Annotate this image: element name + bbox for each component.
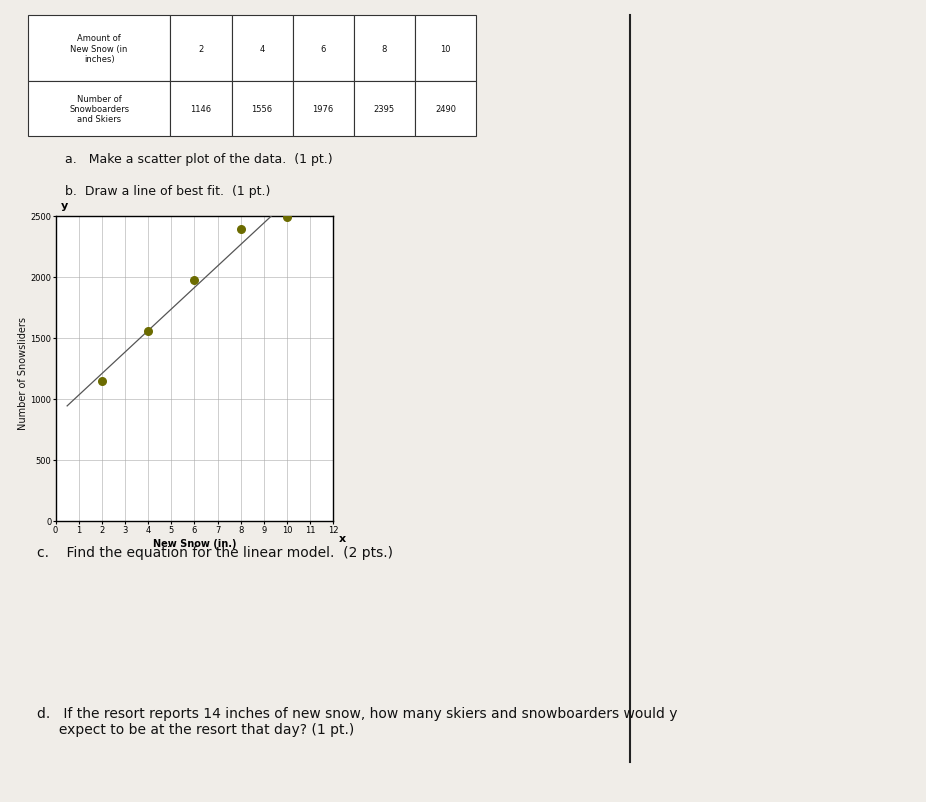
Point <box>141 325 156 338</box>
Bar <box>232 83 293 136</box>
Point <box>187 274 202 287</box>
Text: 1976: 1976 <box>313 105 333 114</box>
Bar <box>354 83 415 136</box>
Text: 6: 6 <box>320 45 326 54</box>
Text: 2490: 2490 <box>435 105 456 114</box>
Text: a.   Make a scatter plot of the data.  (1 pt.): a. Make a scatter plot of the data. (1 p… <box>65 152 332 165</box>
Bar <box>415 83 476 136</box>
Point <box>280 212 294 225</box>
Bar <box>293 83 354 136</box>
Text: x: x <box>339 533 346 544</box>
Bar <box>232 16 293 83</box>
Point <box>94 375 109 388</box>
Text: d.   If the resort reports 14 inches of new snow, how many skiers and snowboarde: d. If the resort reports 14 inches of ne… <box>37 706 678 736</box>
Text: 2395: 2395 <box>374 105 394 114</box>
Bar <box>293 16 354 83</box>
Bar <box>28 16 170 83</box>
Text: 8: 8 <box>382 45 387 54</box>
Text: c.    Find the equation for the linear model.  (2 pts.): c. Find the equation for the linear mode… <box>37 545 393 559</box>
Text: Amount of
New Snow (in
inches): Amount of New Snow (in inches) <box>70 34 128 64</box>
Bar <box>28 83 170 136</box>
Text: 1146: 1146 <box>191 105 211 114</box>
Bar <box>170 16 232 83</box>
Text: Number of Snowsliders: Number of Snowsliders <box>19 317 28 429</box>
Text: 2: 2 <box>198 45 204 54</box>
Text: 10: 10 <box>440 45 451 54</box>
Bar <box>354 16 415 83</box>
Bar <box>170 83 232 136</box>
X-axis label: New Snow (in.): New Snow (in.) <box>153 539 236 549</box>
Text: b.  Draw a line of best fit.  (1 pt.): b. Draw a line of best fit. (1 pt.) <box>65 184 270 197</box>
Bar <box>415 16 476 83</box>
Text: y: y <box>61 200 69 210</box>
Text: Number of
Snowboarders
and Skiers: Number of Snowboarders and Skiers <box>69 95 129 124</box>
Text: 1556: 1556 <box>252 105 272 114</box>
Text: 4: 4 <box>259 45 265 54</box>
Point <box>233 223 248 236</box>
